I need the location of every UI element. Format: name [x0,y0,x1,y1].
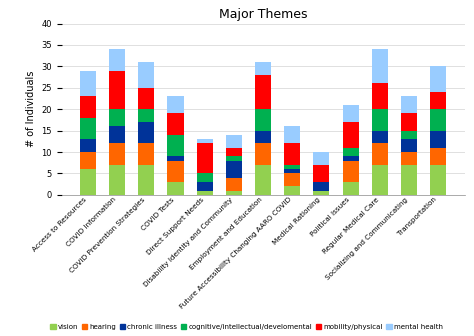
Bar [401,131,417,139]
Bar [80,118,96,139]
Bar [255,62,271,75]
Bar [401,96,417,114]
Bar [284,186,301,195]
Bar [343,148,359,156]
Bar [284,126,301,143]
Bar [313,165,329,182]
Bar [430,165,446,195]
Bar [80,169,96,195]
Bar [226,135,242,148]
Bar [197,173,213,182]
Bar [284,165,301,169]
Bar [197,191,213,195]
Bar [284,173,301,186]
Bar [167,156,183,161]
Bar [372,109,388,131]
Bar [109,71,125,109]
Bar [343,182,359,195]
Y-axis label: # of Individuals: # of Individuals [26,71,36,148]
Bar [138,165,155,195]
Bar [430,92,446,109]
Bar [430,148,446,165]
Bar [138,122,155,143]
Bar [197,143,213,173]
Bar [80,71,96,96]
Bar [284,143,301,165]
Bar [197,139,213,143]
Bar [167,96,183,114]
Bar [343,156,359,161]
Bar [109,49,125,71]
Bar [226,178,242,191]
Bar [255,165,271,195]
Bar [313,152,329,165]
Bar [343,122,359,148]
Bar [255,131,271,143]
Bar [109,143,125,165]
Legend: vision, hearing, chronic illness, cognitive/intellectual/develomental, mobility/: vision, hearing, chronic illness, cognit… [47,321,446,333]
Bar [109,126,125,143]
Bar [430,109,446,131]
Bar [226,148,242,156]
Bar [226,191,242,195]
Bar [401,114,417,131]
Bar [372,165,388,195]
Bar [430,66,446,92]
Bar [138,88,155,109]
Bar [167,114,183,135]
Bar [167,161,183,182]
Bar [343,105,359,122]
Bar [80,96,96,118]
Bar [226,156,242,161]
Bar [401,152,417,165]
Bar [313,182,329,191]
Bar [109,109,125,126]
Bar [401,165,417,195]
Bar [372,131,388,143]
Bar [255,75,271,109]
Bar [138,109,155,122]
Bar [197,182,213,191]
Bar [138,143,155,165]
Bar [313,191,329,195]
Title: Major Themes: Major Themes [219,8,307,21]
Bar [284,169,301,173]
Bar [80,152,96,169]
Bar [372,83,388,109]
Bar [167,135,183,156]
Bar [226,161,242,178]
Bar [430,131,446,148]
Bar [255,109,271,131]
Bar [255,143,271,165]
Bar [109,165,125,195]
Bar [372,49,388,83]
Bar [167,182,183,195]
Bar [138,62,155,88]
Bar [80,139,96,152]
Bar [401,139,417,152]
Bar [343,161,359,182]
Bar [372,143,388,165]
